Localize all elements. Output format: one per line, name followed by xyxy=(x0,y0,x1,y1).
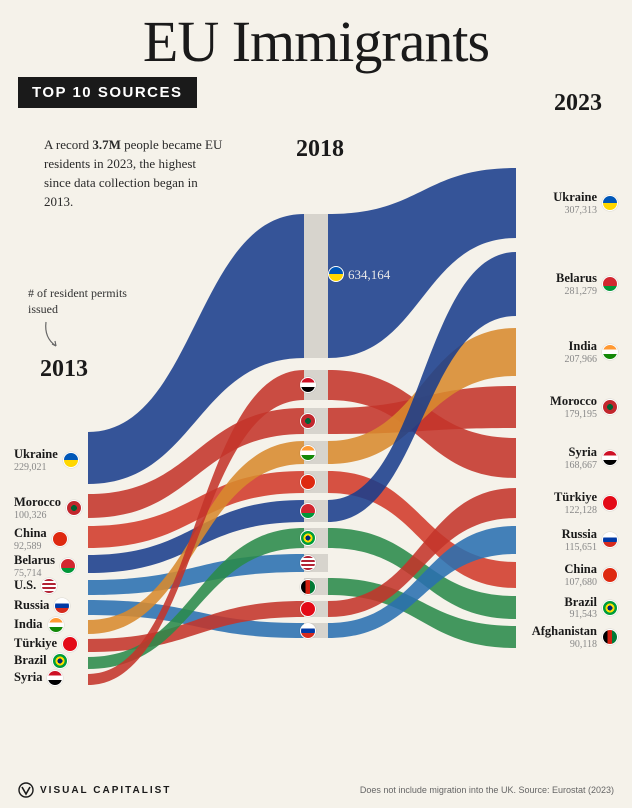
country-name: China xyxy=(564,563,597,577)
country-name: U.S. xyxy=(14,579,36,593)
india-flag-icon xyxy=(602,344,618,360)
morocco-flag-icon xyxy=(300,413,316,429)
country-row: Russia xyxy=(14,598,70,614)
country-row: Belarus281,279 xyxy=(556,272,618,297)
russia-flag-icon xyxy=(54,598,70,614)
country-row: Türkiye xyxy=(14,636,78,652)
russia-flag-icon xyxy=(300,623,316,639)
ukraine-2018-callout: 634,164 xyxy=(328,266,390,283)
country-name: Türkiye xyxy=(14,637,57,651)
syria-flag-icon xyxy=(47,670,63,686)
brazil-flag-icon xyxy=(602,600,618,616)
country-value: 91,543 xyxy=(564,609,597,620)
country-row: China92,589 xyxy=(14,527,68,552)
syria-flag-icon xyxy=(602,450,618,466)
t-rkiye-flag-icon xyxy=(300,601,316,617)
brand-logo: VISUAL CAPITALIST xyxy=(18,782,171,798)
belarus-flag-icon xyxy=(60,558,76,574)
country-value: 92,589 xyxy=(14,541,47,552)
country-row: Ukraine229,021 xyxy=(14,448,79,473)
country-row: Afghanistan90,118 xyxy=(532,625,618,650)
morocco-flag-icon xyxy=(602,399,618,415)
country-row: Brazil xyxy=(14,653,68,669)
alluvial-chart: Ukraine229,021Morocco100,326China92,589B… xyxy=(0,128,632,738)
china-flag-icon xyxy=(300,474,316,490)
russia-flag-icon xyxy=(602,532,618,548)
country-value: 168,667 xyxy=(565,460,598,471)
source-note: Does not include migration into the UK. … xyxy=(360,785,614,795)
country-name: Belarus xyxy=(14,554,55,568)
country-name: India xyxy=(565,340,598,354)
belarus-flag-icon xyxy=(602,276,618,292)
year-2023: 2023 xyxy=(554,90,602,117)
china-flag-icon xyxy=(602,567,618,583)
flow-paths xyxy=(0,128,632,748)
country-name: Ukraine xyxy=(553,191,597,205)
country-value: 207,966 xyxy=(565,354,598,365)
country-value: 115,651 xyxy=(562,542,597,553)
india-flag-icon xyxy=(48,617,64,633)
country-name: China xyxy=(14,527,47,541)
country-name: Belarus xyxy=(556,272,597,286)
country-value: 179,195 xyxy=(550,409,597,420)
country-value: 281,279 xyxy=(556,286,597,297)
country-name: Türkiye xyxy=(554,491,597,505)
country-name: India xyxy=(14,618,43,632)
country-value: 307,313 xyxy=(553,205,597,216)
country-row: India207,966 xyxy=(565,340,619,365)
brazil-flag-icon xyxy=(52,653,68,669)
country-row: Belarus75,714 xyxy=(14,554,76,579)
country-row: Türkiye122,128 xyxy=(554,491,618,516)
country-value: 90,118 xyxy=(532,639,597,650)
afghanistan-flag-icon xyxy=(602,629,618,645)
country-row: Ukraine307,313 xyxy=(553,191,618,216)
country-name: Brazil xyxy=(564,596,597,610)
subtitle-badge: TOP 10 SOURCES xyxy=(18,77,197,108)
country-name: Syria xyxy=(565,446,598,460)
country-row: Russia115,651 xyxy=(562,528,618,553)
morocco-flag-icon xyxy=(66,500,82,516)
country-name: Morocco xyxy=(550,395,597,409)
country-row: Brazil91,543 xyxy=(564,596,618,621)
country-name: Russia xyxy=(562,528,597,542)
china-flag-icon xyxy=(52,531,68,547)
country-name: Afghanistan xyxy=(532,625,597,639)
country-row: India xyxy=(14,617,64,633)
country-row: Morocco179,195 xyxy=(550,395,618,420)
country-name: Syria xyxy=(14,671,42,685)
afghanistan-flag-icon xyxy=(300,579,316,595)
ukraine-flag-icon xyxy=(328,266,344,282)
country-name: Russia xyxy=(14,599,49,613)
ukraine-flag-icon xyxy=(602,195,618,211)
country-row: U.S. xyxy=(14,578,57,594)
country-name: Morocco xyxy=(14,496,61,510)
u-s--flag-icon xyxy=(300,555,316,571)
country-row: China107,680 xyxy=(564,563,618,588)
t-rkiye-flag-icon xyxy=(602,495,618,511)
ukraine-flag-icon xyxy=(63,452,79,468)
belarus-flag-icon xyxy=(300,503,316,519)
country-value: 100,326 xyxy=(14,510,61,521)
page-title: EU Immigrants xyxy=(0,8,632,75)
brazil-flag-icon xyxy=(300,530,316,546)
brand-mark-icon xyxy=(18,782,34,798)
country-name: Brazil xyxy=(14,654,47,668)
country-value: 122,128 xyxy=(554,505,597,516)
india-flag-icon xyxy=(300,445,316,461)
country-row: Syria168,667 xyxy=(565,446,619,471)
t-rkiye-flag-icon xyxy=(62,636,78,652)
country-value: 229,021 xyxy=(14,462,58,473)
country-row: Morocco100,326 xyxy=(14,496,82,521)
country-name: Ukraine xyxy=(14,448,58,462)
country-row: Syria xyxy=(14,670,63,686)
u-s--flag-icon xyxy=(41,578,57,594)
syria-flag-icon xyxy=(300,377,316,393)
country-value: 107,680 xyxy=(564,577,597,588)
